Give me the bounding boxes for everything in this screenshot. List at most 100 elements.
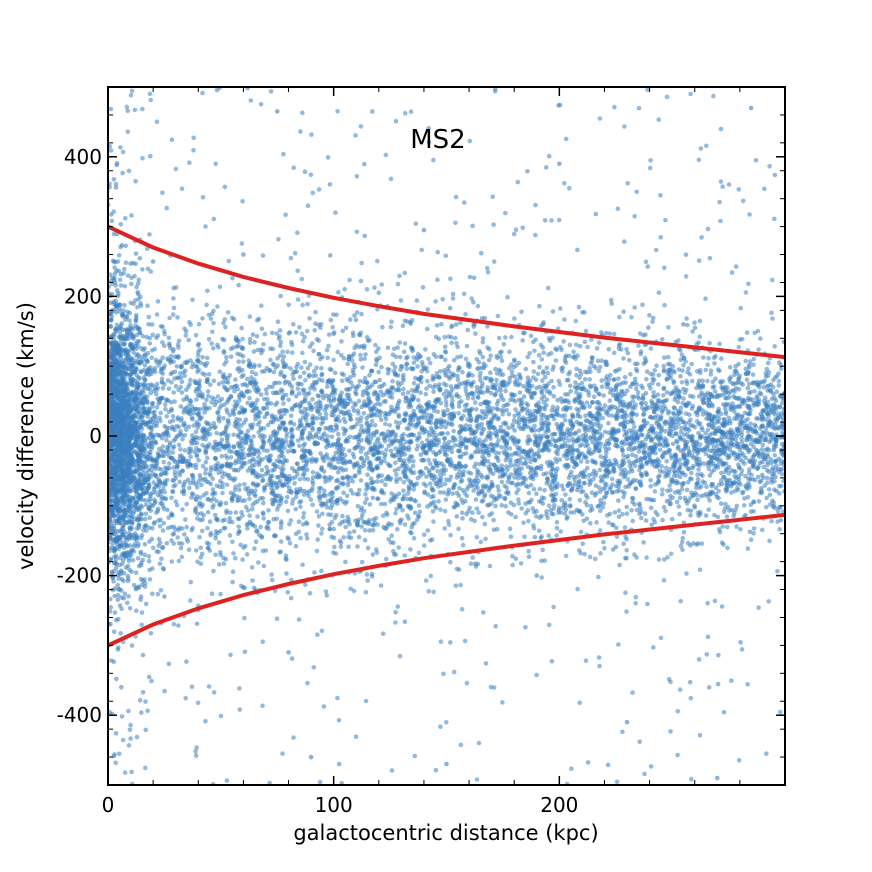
- scatter-point: [203, 420, 209, 425]
- scatter-point: [455, 373, 460, 379]
- scatter-point: [172, 399, 177, 404]
- scatter-point: [157, 524, 163, 529]
- scatter-point: [676, 504, 682, 509]
- scatter-point: [364, 572, 370, 577]
- scatter-point: [481, 365, 487, 371]
- scatter-point: [734, 503, 740, 509]
- scatter-point: [132, 495, 138, 500]
- scatter-point: [520, 225, 525, 231]
- scatter-point: [535, 371, 541, 377]
- scatter-point: [116, 346, 121, 351]
- scatter-point: [753, 158, 759, 163]
- scatter-point: [323, 589, 329, 594]
- scatter-point: [126, 168, 132, 174]
- scatter-point: [171, 285, 176, 291]
- scatter-point: [425, 326, 430, 332]
- scatter-point: [551, 604, 556, 610]
- scatter-point: [143, 699, 148, 704]
- scatter-point: [122, 266, 127, 272]
- scatter-point: [692, 320, 697, 326]
- scatter-point: [140, 156, 145, 161]
- scatter-point: [410, 463, 416, 469]
- scatter-point: [113, 426, 119, 432]
- scatter-point: [255, 528, 260, 533]
- scatter-point: [745, 385, 751, 391]
- scatter-point: [630, 690, 635, 695]
- scatter-point: [261, 563, 267, 569]
- scatter-point: [692, 325, 698, 331]
- scatter-point: [627, 357, 632, 363]
- scatter-point: [257, 363, 262, 368]
- scatter-point: [195, 559, 200, 564]
- scatter-point: [186, 547, 192, 552]
- scatter-point: [140, 106, 145, 112]
- scatter-point: [697, 334, 703, 340]
- scatter-point: [120, 561, 125, 567]
- scatter-point: [542, 487, 547, 493]
- scatter-point: [142, 552, 148, 558]
- scatter-point: [142, 363, 148, 368]
- scatter-point: [597, 467, 603, 473]
- scatter-point: [121, 578, 126, 584]
- scatter-point: [117, 329, 123, 334]
- scatter-point: [137, 697, 143, 703]
- scatter-point: [684, 432, 690, 437]
- scatter-point: [296, 519, 302, 524]
- scatter-point: [119, 714, 125, 719]
- scatter-point: [147, 91, 153, 97]
- scatter-point: [553, 358, 559, 363]
- scatter-point: [121, 522, 127, 528]
- scatter-point: [178, 545, 184, 551]
- scatter-point: [585, 760, 591, 765]
- scatter-point: [143, 765, 148, 771]
- scatter-point: [135, 470, 140, 475]
- scatter-point: [297, 477, 303, 482]
- scatter-point: [656, 382, 661, 387]
- scatter-point: [520, 338, 525, 343]
- scatter-point: [210, 487, 216, 492]
- scatter-point: [111, 231, 117, 237]
- scatter-point: [704, 652, 710, 657]
- scatter-point: [146, 506, 151, 511]
- scatter-point: [525, 508, 531, 513]
- scatter-point: [755, 474, 761, 480]
- scatter-point: [553, 443, 558, 449]
- scatter-point: [468, 517, 474, 522]
- scatter-point: [602, 545, 607, 551]
- scatter-point: [118, 631, 123, 636]
- scatter-point: [254, 333, 260, 339]
- scatter-point: [678, 598, 683, 604]
- scatter-point: [687, 679, 693, 685]
- scatter-point: [720, 184, 725, 189]
- scatter-point: [480, 336, 486, 341]
- scatter-point: [113, 185, 119, 190]
- scatter-point: [124, 542, 129, 548]
- scatter-point: [328, 253, 333, 258]
- scatter-point: [377, 377, 383, 383]
- scatter-point: [280, 751, 285, 756]
- scatter-point: [158, 517, 163, 523]
- scatter-point: [427, 360, 433, 366]
- scatter-point: [542, 218, 548, 223]
- scatter-point: [171, 444, 177, 449]
- scatter-point: [712, 598, 718, 604]
- scatter-point: [360, 512, 365, 517]
- scatter-point: [179, 186, 185, 191]
- scatter-point: [421, 532, 427, 537]
- scatter-point: [108, 317, 113, 323]
- scatter-point: [510, 553, 515, 559]
- scatter-point: [675, 709, 681, 714]
- scatter-point: [499, 445, 505, 450]
- scatter-point: [155, 591, 161, 597]
- scatter-point: [118, 145, 123, 150]
- scatter-point: [269, 577, 275, 583]
- scatter-point: [300, 110, 305, 116]
- scatter-point: [196, 457, 201, 463]
- scatter-point: [588, 384, 593, 390]
- scatter-point: [486, 357, 492, 363]
- scatter-point: [588, 520, 593, 526]
- scatter-point: [128, 93, 134, 98]
- scatter-point: [128, 722, 133, 728]
- scatter-point: [291, 376, 296, 382]
- scatter-point: [111, 512, 116, 518]
